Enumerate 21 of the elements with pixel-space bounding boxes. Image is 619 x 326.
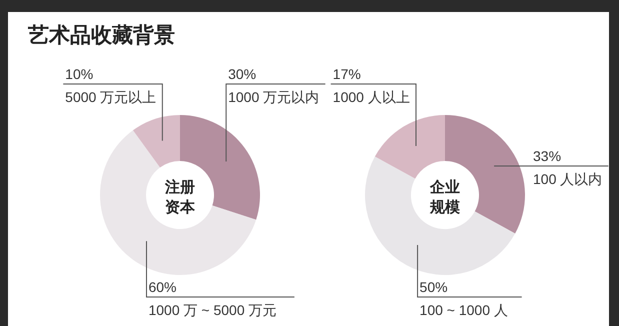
- donut-slice: [132, 115, 180, 168]
- slice-label: 1000 万 ~ 5000 万元: [148, 302, 277, 318]
- slice-label: 100 ~ 1000 人: [420, 302, 508, 318]
- data-label: 17%: [332, 66, 361, 82]
- donut-slice: [100, 130, 256, 275]
- slice-label: 1000 人以上: [332, 89, 410, 105]
- chart-title: 艺术品收藏背景: [27, 24, 175, 47]
- text: 注册资本: [164, 178, 196, 216]
- data-label: 50%: [420, 279, 448, 295]
- data-label: 10%: [65, 66, 94, 82]
- data-label: 33%: [533, 148, 562, 164]
- data-label: 30%: [228, 66, 256, 82]
- donut-slice: [365, 156, 516, 275]
- donut-slice: [180, 115, 260, 220]
- slice-label: 100 人以内: [533, 170, 602, 187]
- donut-slice: [374, 115, 445, 179]
- data-label: 60%: [148, 279, 177, 295]
- donut-slice: [445, 115, 525, 234]
- text: 企业规模: [429, 179, 461, 216]
- slice-label: 1000 万元以内: [228, 89, 320, 105]
- slice-label: 5000 万元以上: [65, 89, 156, 105]
